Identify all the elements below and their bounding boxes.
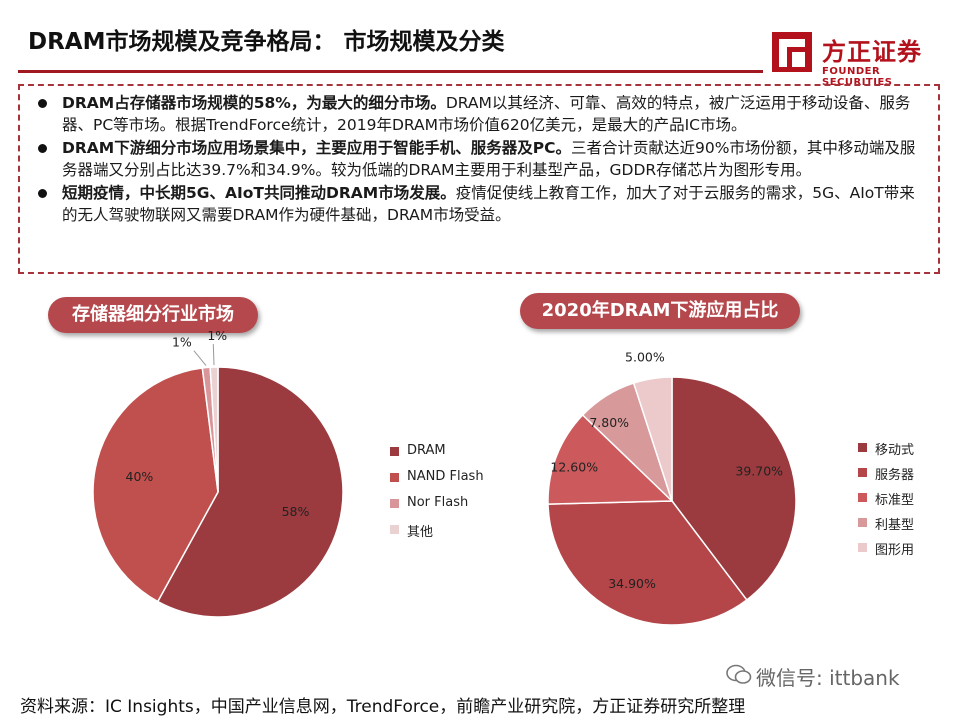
chart1-legend-swatch-1 [390,473,399,482]
summary-box: DRAM占存储器市场规模的58%，为最大的细分市场。DRAM以其经济、可靠、高效… [18,84,940,274]
chart1-leader-line-2 [193,350,207,366]
chart2-data-label-0: 39.70% [735,464,783,479]
chart2-legend-swatch-3 [858,518,867,527]
chart2-legend-swatch-1 [858,468,867,477]
bullet-2: DRAM下游细分市场应用场景集中，主要应用于智能手机、服务器及PC。三者合计贡献… [30,137,928,181]
chart1-legend-swatch-3 [390,525,399,534]
chart1-data-label-0: 58% [282,504,310,519]
bullet-3: 短期疫情，中长期5G、AIoT共同推动DRAM市场发展。疫情促使线上教育工作，加… [30,182,928,226]
chart1-legend-label-1: NAND Flash [407,469,484,484]
chart2-slice-1 [547,500,748,626]
chart1-legend-swatch-0 [390,447,399,456]
logo-name: 方正证券 [822,38,922,66]
bullet-1: DRAM占存储器市场规模的58%，为最大的细分市场。DRAM以其经济、可靠、高效… [30,92,928,136]
bullet-3-bold: 短期疫情，中长期5G、AIoT共同推动DRAM市场发展。 [62,184,456,202]
chart2-title: 2020年DRAM下游应用占比 [520,293,800,329]
chart2-data-label-3: 7.80% [589,415,629,430]
chart2-slice-4 [632,376,673,502]
wechat-icon [726,664,752,684]
company-logo: 方正证券 FOUNDER SECURITIES [770,26,940,88]
title-divider [18,70,763,73]
chart2-legend-label-0: 移动式 [875,443,915,458]
chart1-data-label-2: 1% [172,335,192,350]
chart2-data-label-4: 5.00% [625,350,665,365]
founder-logo-icon [772,32,812,72]
chart2-legend-swatch-4 [858,543,867,552]
chart2-data-label-2: 12.60% [550,460,598,475]
bullet-3-text: 疫情促使线上教育工作，加大了对于云服务的需求，5G、AIoT带来的无人驾驶物联网… [62,184,915,224]
chart2-slice-0 [671,376,797,601]
chart1-slice-3 [209,366,219,493]
bullet-2-bold: DRAM下游细分市场应用场景集中，主要应用于智能手机、服务器及PC。 [62,139,571,157]
chart2-legend-label-2: 标准型 [875,493,915,508]
bullet-2-text: 三者合计贡献达近90%市场份额，其中移动端及服务器端又分别占比达39.7%和34… [62,139,916,179]
bullet-dot-icon [38,189,47,198]
chart2-legend-swatch-0 [858,443,867,452]
chart1-legend-label-0: DRAM [407,443,446,458]
wechat-id-text: 微信号: ittbank [756,666,900,690]
chart2-slice-2 [547,413,674,505]
page-title: DRAM市场规模及竞争格局： 市场规模及分类 [28,29,505,55]
bullet-1-bold: DRAM占存储器市场规模的58%，为最大的细分市场。 [62,94,446,112]
bullet-1-text: DRAM以其经济、可靠、高效的特点，被广泛运用于移动设备、服务器、PC等市场。根… [62,94,911,134]
chart2-legend-label-4: 图形用 [875,543,915,558]
wechat-id: 微信号: ittbank [756,662,900,691]
chart2-legend-label-1: 服务器 [875,468,915,483]
source-note: 资料来源：IC Insights，中国产业信息网，TrendForce，前瞻产业… [20,697,746,717]
chart2-data-label-1: 34.90% [608,576,656,591]
chart1-legend-label-3: 其他 [407,525,434,540]
chart1-legend-swatch-2 [390,499,399,508]
chart2-legend-swatch-2 [858,493,867,502]
chart1-title: 存储器细分行业市场 [48,297,258,333]
bullet-dot-icon [38,99,47,108]
chart2-legend-label-3: 利基型 [875,518,915,533]
chart1-leader-line-3 [212,344,215,366]
chart1-data-label-3: 1% [207,328,227,343]
logo-english-name: FOUNDER SECURITIES [822,66,893,88]
chart1-slice-0 [156,366,344,618]
chart1-slice-1 [92,367,219,603]
chart1-data-label-1: 40% [126,469,154,484]
bullet-dot-icon [38,144,47,153]
chart1-legend-label-2: Nor Flash [407,495,469,510]
